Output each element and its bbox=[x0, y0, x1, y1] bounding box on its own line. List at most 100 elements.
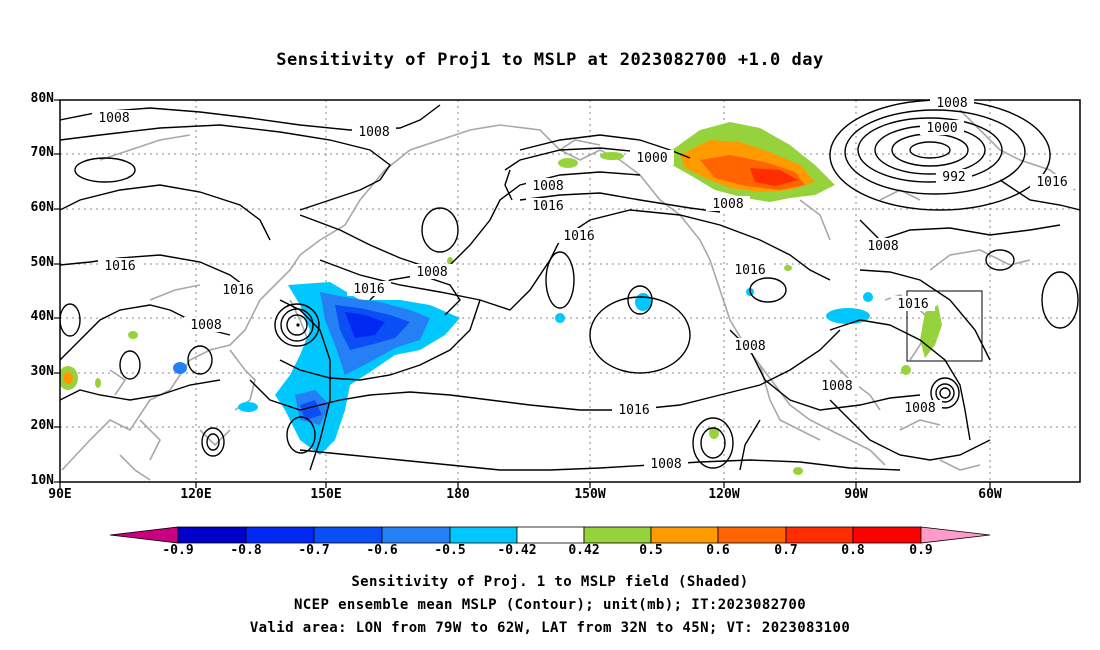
contour-label: 1016 bbox=[891, 296, 935, 312]
longitude-ticks bbox=[59, 482, 991, 488]
contour-label-text: 1016 bbox=[1036, 175, 1067, 190]
latitude-ticks bbox=[54, 99, 60, 483]
colorbar-bin bbox=[516, 526, 585, 544]
colorbar-high-arrow bbox=[920, 526, 991, 544]
lat-label: 80N bbox=[30, 91, 54, 106]
contour-label-text: 1008 bbox=[532, 179, 563, 194]
contour-label-text: 1008 bbox=[904, 401, 935, 416]
contour-label-text: 992 bbox=[942, 170, 965, 185]
colorbar-bin bbox=[177, 526, 247, 544]
contour-label: 1016 bbox=[98, 258, 142, 274]
lon-label: 90E bbox=[48, 487, 72, 502]
contour-label-text: 1008 bbox=[416, 265, 447, 280]
contour-label-text: 1008 bbox=[712, 197, 743, 212]
lat-label: 60N bbox=[30, 200, 54, 215]
lat-label: 40N bbox=[30, 309, 54, 324]
contour-label: 1008 bbox=[930, 96, 974, 111]
colorbar-label: -0.9 bbox=[162, 543, 194, 558]
contour-label-text: 1008 bbox=[936, 96, 967, 111]
colorbar-label: -0.8 bbox=[230, 543, 262, 558]
contour-label: 1008 bbox=[644, 456, 688, 472]
contour-label-text: 1008 bbox=[821, 379, 852, 394]
contour-label-text: 1008 bbox=[734, 339, 765, 354]
contour-label: 1016 bbox=[557, 228, 601, 244]
colorbar-bin bbox=[449, 526, 518, 544]
contour-label: 1016 bbox=[612, 402, 656, 418]
contour-label: 992 bbox=[936, 169, 972, 185]
lat-label: 30N bbox=[30, 364, 54, 379]
contour-label-text: 1016 bbox=[563, 229, 594, 244]
colorbar-bin bbox=[852, 526, 922, 544]
valid-area-box bbox=[906, 290, 983, 362]
contour-label-text: 1000 bbox=[636, 151, 667, 166]
contour-label: 1008 bbox=[410, 264, 454, 280]
contour-label: 1008 bbox=[184, 317, 228, 333]
caption-line-3: Valid area: LON from 79W to 62W, LAT fro… bbox=[249, 620, 851, 636]
contour-label-text: 1016 bbox=[897, 297, 928, 312]
colorbar-label: 0.9 bbox=[909, 543, 933, 558]
contour-label: 1000 bbox=[630, 150, 674, 166]
contour-label-text: 1016 bbox=[222, 283, 253, 298]
contour-label: 1008 bbox=[728, 338, 772, 354]
contour-label-text: 1008 bbox=[98, 111, 129, 126]
contour-label-text: 1008 bbox=[867, 239, 898, 254]
lon-label: 150E bbox=[310, 487, 342, 502]
colorbar bbox=[109, 526, 991, 544]
contour-label: 1008 bbox=[898, 400, 942, 416]
lon-label: 120E bbox=[180, 487, 212, 502]
contour-label-text: 1008 bbox=[190, 318, 221, 333]
colorbar-bin bbox=[313, 526, 383, 544]
contour-label-text: 1008 bbox=[358, 125, 389, 140]
lon-label: 60W bbox=[978, 487, 1002, 502]
lat-label: 70N bbox=[30, 145, 54, 160]
colorbar-bin bbox=[717, 526, 787, 544]
contour-label: 1008 bbox=[526, 178, 570, 194]
contour-label-text: 1016 bbox=[353, 282, 384, 297]
contour-label-text: 1016 bbox=[532, 199, 563, 214]
colorbar-label: 0.42 bbox=[568, 543, 600, 558]
colorbar-low-arrow bbox=[109, 526, 179, 544]
colorbar-label: -0.6 bbox=[366, 543, 398, 558]
colorbar-label: 0.7 bbox=[774, 543, 798, 558]
contour-label: 1008 bbox=[861, 238, 905, 254]
contour-label: 1016 bbox=[728, 262, 772, 278]
colorbar-label: 0.8 bbox=[841, 543, 865, 558]
contour-label-text: 1016 bbox=[618, 403, 649, 418]
colorbar-label: -0.5 bbox=[434, 543, 466, 558]
caption-line-2: NCEP ensemble mean MSLP (Contour); unit(… bbox=[293, 597, 807, 613]
caption-line-1: Sensitivity of Proj. 1 to MSLP field (Sh… bbox=[351, 574, 749, 590]
colorbar-label: 0.5 bbox=[639, 543, 663, 558]
contour-label-text: 1016 bbox=[104, 259, 135, 274]
contour-label: 1000 bbox=[920, 120, 964, 136]
colorbar-label: 0.6 bbox=[706, 543, 730, 558]
colorbar-bin bbox=[650, 526, 719, 544]
contour-label: 1008 bbox=[815, 378, 859, 394]
contour-label: 1008 bbox=[92, 110, 136, 126]
map-title: Sensitivity of Proj1 to MSLP at 20230827… bbox=[276, 50, 824, 70]
colorbar-bin bbox=[785, 526, 854, 544]
colorbar-bin bbox=[583, 526, 652, 544]
colorbar-bin bbox=[381, 526, 451, 544]
lon-label: 180 bbox=[446, 487, 470, 502]
contour-label-text: 1008 bbox=[650, 457, 681, 472]
plot-frame bbox=[59, 99, 1081, 483]
contour-label-text: 1008 bbox=[532, 179, 563, 194]
colorbar-label: -0.42 bbox=[497, 543, 537, 558]
lon-label: 150W bbox=[574, 487, 606, 502]
lat-label: 50N bbox=[30, 255, 54, 270]
contour-label: 1016 bbox=[216, 282, 260, 298]
contour-label: 1008 bbox=[352, 124, 396, 140]
contour-label: 1016 bbox=[1030, 174, 1074, 190]
pressure-contours bbox=[60, 100, 1080, 471]
contour-label-text: 1016 bbox=[734, 263, 765, 278]
coastlines bbox=[61, 109, 1076, 481]
lon-label: 120W bbox=[708, 487, 740, 502]
sensitivity-shading bbox=[60, 122, 942, 475]
contour-label: 1008 bbox=[706, 196, 750, 212]
lat-label: 20N bbox=[30, 418, 54, 433]
lat-label: 10N bbox=[30, 473, 54, 488]
colorbar-label: -0.7 bbox=[298, 543, 330, 558]
lon-label: 90W bbox=[844, 487, 868, 502]
contour-label: 1016 bbox=[347, 281, 391, 297]
